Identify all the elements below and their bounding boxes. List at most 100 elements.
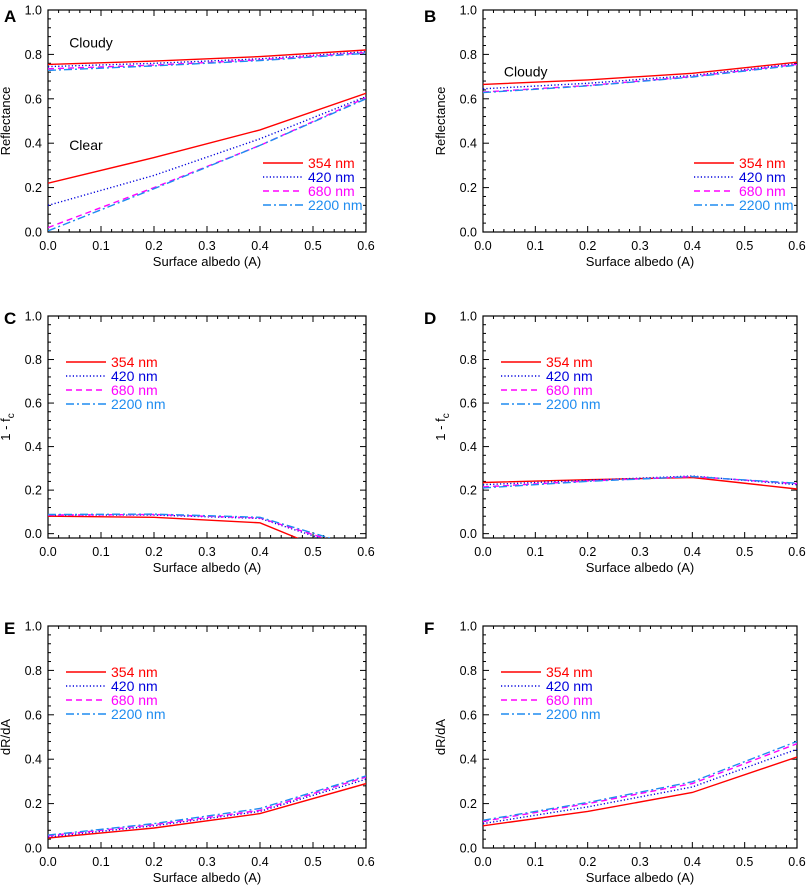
panel-c-y-tick-label: 0.8 (25, 353, 42, 367)
panel-c-x-tick-label: 0.3 (198, 545, 215, 559)
panel-d-y-tick-label: 0.0 (460, 527, 477, 541)
panel-e-y-tick-label: 1.0 (25, 620, 42, 634)
panel-d-y-tick-label: 0.2 (460, 484, 477, 498)
panel-a-series-2200-nm-clear (48, 98, 366, 232)
panel-d-plot-frame (482, 315, 798, 539)
panel-f-letter: F (424, 619, 434, 638)
panel-b-legend-label: 680 nm (739, 183, 786, 199)
panel-a-series-group (48, 49, 366, 232)
panel-c-y-tick-label: 0.4 (25, 440, 42, 454)
panel-a-x-tick-label: 0.5 (304, 239, 321, 253)
panel-c-series-354-nm (48, 515, 299, 538)
panel-c-x-axis-title: Surface albedo (A) (153, 560, 261, 575)
panel-d-legend-label: 2200 nm (546, 396, 600, 412)
panel-e-y-tick-label: 0.6 (25, 708, 42, 722)
panel-a-legend-label: 2200 nm (308, 197, 362, 213)
panel-f-y-tick-label: 0.8 (460, 664, 477, 678)
panel-f-x-tick-label: 0.0 (474, 855, 491, 869)
panel-e: 0.0 0.1 0.2 0.3 0.4 0.5 0.6 0.0 0.2 0.4 0.6 0.8 1.0 S… (0, 619, 375, 885)
panel-b-legend-label: 354 nm (739, 155, 786, 171)
panel-d-letter: D (424, 309, 436, 328)
panel-a-y-tick-label: 0.2 (25, 181, 42, 195)
panel-e-x-tick-label: 0.4 (251, 855, 268, 869)
panel-e-series-2200-nm (48, 775, 366, 836)
panel-c: 0.0 0.1 0.2 0.3 0.4 0.5 0.6 0.0 0.2 0.4 0.6 0.8 1.0 S… (0, 309, 375, 575)
panel-c-x-tick-label: 0.5 (304, 545, 321, 559)
panel-a-y-tick-label: 0.4 (25, 137, 42, 151)
panel-d-y-axis-subscript: c (441, 413, 452, 418)
panel-b-legend-label: 420 nm (739, 169, 786, 185)
panel-e-series-group (48, 775, 366, 839)
panel-a-x-axis-title: Surface albedo (A) (153, 254, 261, 269)
panel-b-x-tick-label: 0.5 (736, 239, 753, 253)
panel-e-letter: E (4, 619, 15, 638)
panel-c-x-tick-label: 0.1 (92, 545, 109, 559)
panel-b-x-tick-label: 0.0 (474, 239, 491, 253)
panel-f: 0.0 0.1 0.2 0.3 0.4 0.5 0.6 0.0 0.2 0.4 0.6 0.8 1.0 S… (424, 619, 806, 885)
panel-a-letter: A (4, 7, 16, 26)
panel-b-series-354-nm (483, 61, 797, 86)
panel-b-y-tick-label: 0.6 (460, 92, 477, 106)
panel-d-legend-label: 354 nm (546, 354, 593, 370)
panel-d-x-tick-label: 0.2 (579, 545, 596, 559)
panel-a-series-680-nm (48, 51, 366, 70)
panel-f-x-tick-label: 0.2 (579, 855, 596, 869)
panel-c-legend-label: 2200 nm (111, 396, 165, 412)
panel-b-x-tick-label: 0.6 (788, 239, 805, 253)
panel-a-x-tick-label: 0.3 (198, 239, 215, 253)
panel-e-series-420-nm (48, 778, 366, 838)
panel-e-series-680-nm (48, 776, 366, 837)
panel-a-x-tick-label: 0.1 (92, 239, 109, 253)
panel-b-letter: B (424, 7, 436, 26)
panel-f-plot-frame (482, 625, 798, 849)
panel-a-x-tick-label: 0.4 (251, 239, 268, 253)
panel-b-legend-label: 2200 nm (739, 197, 793, 213)
panel-d-x-tick-label: 0.5 (736, 545, 753, 559)
panel-e-x-tick-label: 0.1 (92, 855, 109, 869)
panel-d-y-axis-title: 1 - fc (433, 413, 452, 440)
panel-e-legend-label: 2200 nm (111, 706, 165, 722)
panel-b-y-axis-title: Reflectance (433, 87, 448, 156)
panel-d-series-group (483, 475, 797, 490)
panel-d-y-tick-label: 0.6 (460, 397, 477, 411)
panel-b-x-axis-title: Surface albedo (A) (586, 254, 694, 269)
panel-f-y-tick-label: 0.6 (460, 708, 477, 722)
panel-c-legend-label: 354 nm (111, 354, 158, 370)
panel-f-y-tick-label: 0.2 (460, 797, 477, 811)
panel-c-legend-label: 680 nm (111, 382, 158, 398)
panel-e-x-tick-label: 0.6 (357, 855, 374, 869)
panel-a-x-tick-label: 0.0 (39, 239, 56, 253)
panel-d-x-tick-label: 0.4 (684, 545, 701, 559)
panel-b-x-tick-label: 0.1 (527, 239, 544, 253)
panel-e-x-axis-title: Surface albedo (A) (153, 870, 261, 885)
panel-a-y-tick-label: 0.6 (25, 92, 42, 106)
panel-a-series-354-nm (48, 49, 366, 66)
panel-e-plot-frame (47, 625, 367, 849)
panel-c-series-group (48, 513, 332, 538)
panel-c-y-tick-label: 0.2 (25, 484, 42, 498)
panel-f-x-tick-label: 0.6 (788, 855, 805, 869)
panel-e-x-tick-label: 0.5 (304, 855, 321, 869)
panel-d-x-tick-label: 0.3 (631, 545, 648, 559)
panel-e-y-axis-title: dR/dA (0, 719, 13, 755)
panel-f-legend-label: 2200 nm (546, 706, 600, 722)
panel-d-y-tick-label: 1.0 (460, 310, 477, 324)
panel-c-y-axis-subscript: c (6, 413, 17, 418)
panel-c-plot-frame (47, 315, 367, 539)
panel-a-legend-label: 420 nm (308, 169, 355, 185)
panel-e-x-tick-label: 0.2 (145, 855, 162, 869)
panel-b: 0.0 0.1 0.2 0.3 0.4 0.5 0.6 0.0 0.2 0.4 0.6 0.8 1.0 S… (424, 4, 806, 270)
panel-e-y-tick-label: 0.4 (25, 753, 42, 767)
panel-d-x-tick-label: 0.0 (474, 545, 491, 559)
panel-a-series-420-nm (48, 51, 366, 68)
panel-f-y-axis-title: dR/dA (433, 719, 448, 755)
panel-b-y-tick-label: 0.2 (460, 181, 477, 195)
panel-b-series-2200-nm (483, 64, 797, 94)
panel-d-legend-label: 680 nm (546, 382, 593, 398)
panel-f-x-tick-label: 0.1 (527, 855, 544, 869)
panel-b-y-tick-label: 1.0 (460, 4, 477, 18)
panel-c-legend-label: 420 nm (111, 368, 158, 384)
panel-e-y-tick-label: 0.8 (25, 664, 42, 678)
panel-d-series-2200-nm (483, 475, 797, 489)
